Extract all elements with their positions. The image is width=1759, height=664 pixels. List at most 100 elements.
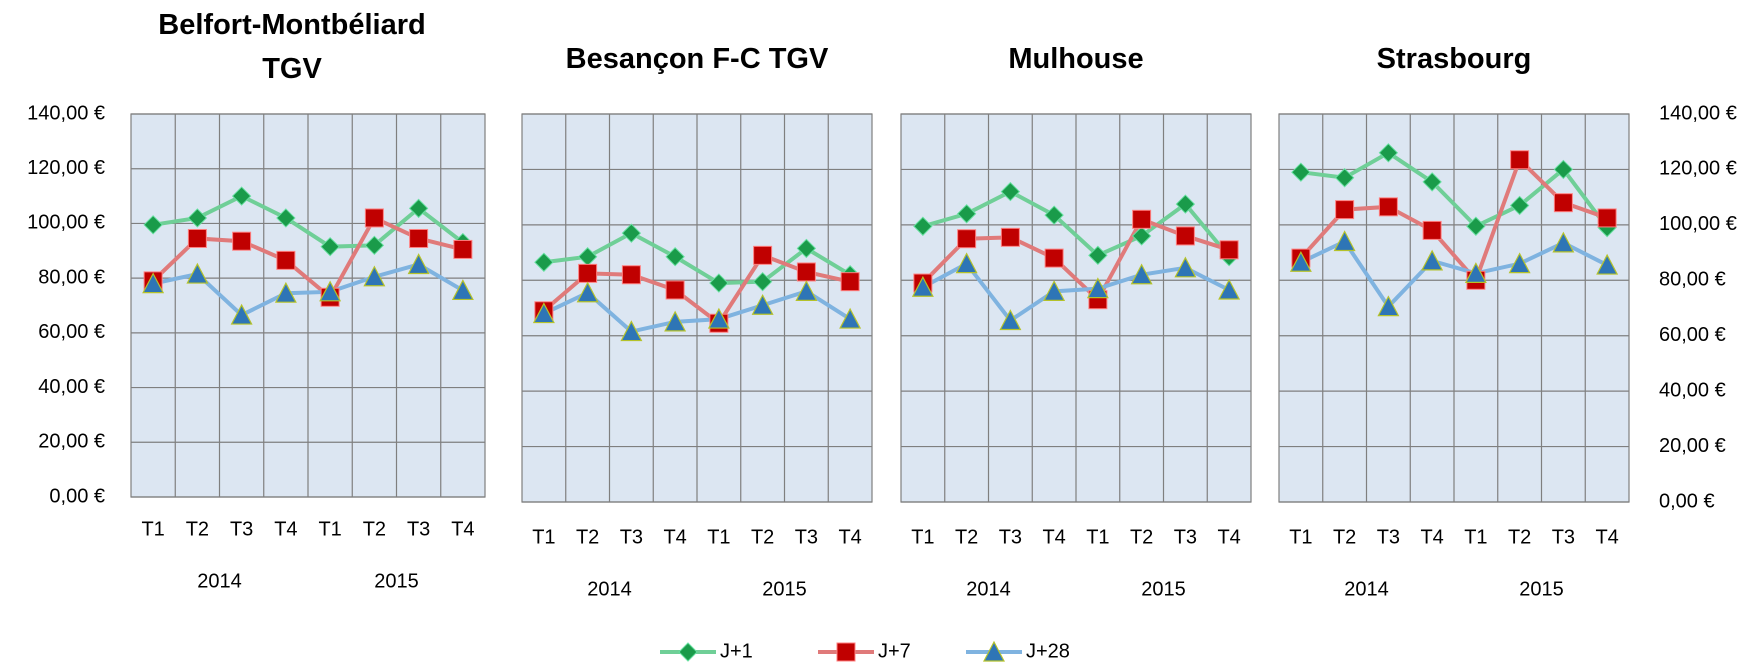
- marker: [1131, 226, 1152, 246]
- marker: [532, 302, 555, 324]
- marker: [999, 309, 1022, 331]
- x-tick-label: T3: [1552, 526, 1575, 548]
- series-line: [1300, 150, 1609, 229]
- marker: [836, 642, 856, 662]
- marker: [983, 640, 1005, 662]
- x-tick-label: T1: [911, 526, 934, 548]
- marker: [1510, 150, 1530, 170]
- marker: [913, 216, 933, 236]
- x-tick-label: T4: [1217, 526, 1240, 548]
- marker: [1044, 205, 1064, 225]
- marker: [1596, 253, 1619, 275]
- marker: [576, 281, 599, 303]
- marker: [319, 280, 342, 302]
- marker: [1000, 227, 1020, 247]
- chart-title: Besançon F-C TGV: [565, 43, 829, 75]
- marker: [276, 250, 296, 270]
- x-tick-label: T4: [1042, 526, 1065, 548]
- marker: [707, 307, 730, 329]
- marker: [143, 215, 163, 235]
- x-group-label: 2014: [1344, 578, 1389, 600]
- marker: [751, 293, 774, 315]
- x-group-label: 2015: [1141, 578, 1186, 600]
- marker: [187, 208, 208, 228]
- x-tick-label: T1: [532, 526, 555, 548]
- marker: [1422, 172, 1442, 192]
- marker: [1466, 216, 1486, 236]
- marker: [839, 307, 862, 329]
- marker: [231, 186, 252, 206]
- x-tick-label: T3: [1377, 526, 1400, 548]
- x-tick-label: T2: [1130, 526, 1153, 548]
- marker: [1597, 208, 1617, 228]
- x-tick-label: T4: [1595, 526, 1618, 548]
- marker: [1175, 194, 1196, 214]
- x-tick-label: T4: [838, 526, 861, 548]
- marker: [752, 271, 773, 292]
- y-tick-label: 40,00 €: [38, 376, 105, 398]
- y-tick-label: 0,00 €: [49, 485, 105, 507]
- x-tick-label: T2: [186, 518, 209, 540]
- marker: [364, 208, 384, 228]
- marker: [186, 262, 209, 284]
- chart-title: Belfort-Montbéliard TGV: [158, 9, 426, 85]
- marker: [1218, 278, 1241, 300]
- marker: [956, 204, 977, 224]
- x-tick-label: T2: [576, 526, 599, 548]
- x-group-label: 2014: [197, 570, 242, 592]
- x-tick-label: T3: [795, 526, 818, 548]
- marker: [232, 231, 252, 251]
- marker: [1377, 295, 1400, 317]
- x-tick-label: T3: [620, 526, 643, 548]
- x-group-label: 2015: [374, 570, 419, 592]
- marker: [796, 262, 816, 282]
- marker: [1378, 143, 1399, 163]
- marker: [408, 198, 429, 219]
- marker: [1174, 256, 1197, 278]
- legend-label: J+1: [720, 640, 753, 662]
- x-tick-label: T1: [318, 518, 341, 540]
- chart-title: Mulhouse: [1008, 43, 1144, 75]
- x-tick-label: T4: [274, 518, 297, 540]
- marker: [274, 281, 297, 303]
- y-tick-label: 120,00 €: [27, 157, 105, 179]
- marker: [320, 236, 340, 257]
- y-tick-label: 0,00 €: [1659, 490, 1715, 512]
- marker: [796, 238, 817, 259]
- series-line: [922, 189, 1231, 259]
- y-tick-label: 140,00 €: [27, 102, 105, 124]
- x-tick-label: T3: [1174, 526, 1197, 548]
- marker: [1552, 231, 1575, 253]
- marker: [1043, 280, 1066, 301]
- legend-label: J+28: [1026, 640, 1070, 662]
- marker: [363, 265, 386, 287]
- marker: [1175, 226, 1195, 246]
- marker: [1333, 230, 1356, 252]
- x-tick-label: T4: [451, 518, 474, 540]
- x-tick-label: T1: [707, 526, 730, 548]
- marker: [409, 228, 429, 248]
- x-tick-label: T1: [1464, 526, 1487, 548]
- y-tick-label: 40,00 €: [1659, 379, 1726, 401]
- x-tick-label: T2: [1508, 526, 1531, 548]
- marker: [957, 229, 977, 249]
- marker: [276, 208, 296, 228]
- marker: [753, 245, 773, 265]
- marker: [534, 252, 554, 272]
- x-tick-label: T1: [1086, 526, 1109, 548]
- marker: [795, 280, 818, 301]
- marker: [709, 273, 729, 293]
- marker: [1421, 249, 1444, 271]
- marker: [1508, 252, 1531, 274]
- marker: [955, 252, 978, 274]
- marker: [1219, 240, 1239, 260]
- y-tick-label: 60,00 €: [1659, 324, 1726, 346]
- x-tick-label: T2: [363, 518, 386, 540]
- x-group-label: 2015: [762, 578, 807, 600]
- marker: [621, 265, 641, 285]
- x-tick-label: T3: [999, 526, 1022, 548]
- marker: [1509, 195, 1530, 216]
- marker: [453, 239, 473, 259]
